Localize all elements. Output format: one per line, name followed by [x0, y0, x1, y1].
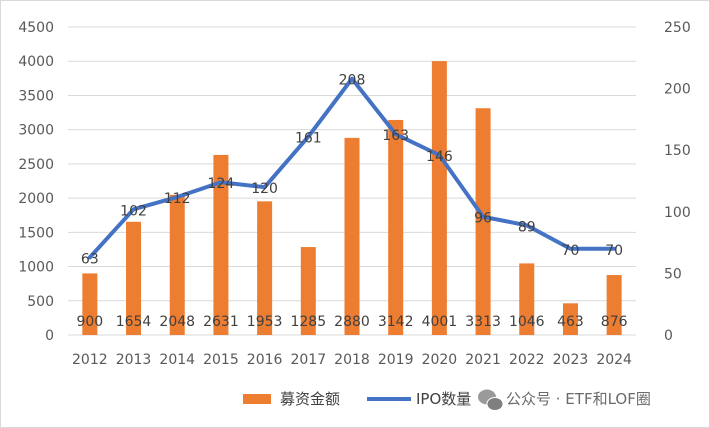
x-tick-label: 2012 — [72, 352, 108, 368]
line-point — [88, 255, 92, 259]
y-left-tick-label: 1500 — [18, 225, 54, 241]
x-tick-label: 2015 — [203, 352, 239, 368]
line-point — [219, 180, 223, 184]
y-left-tick-label: 4500 — [18, 20, 54, 36]
data-labels: 900 1654 2048 2631 1953 1285 2880 3142 4001 3313 1… — [76, 73, 627, 330]
line-point — [612, 247, 616, 251]
line-point — [437, 153, 441, 157]
bar — [300, 247, 316, 335]
bar — [606, 275, 622, 335]
line-point — [568, 247, 572, 251]
x-tick-label: 2014 — [159, 352, 195, 368]
line-point — [306, 135, 310, 139]
line-point — [481, 215, 485, 219]
line-value-label: 102 — [120, 203, 147, 219]
y-right-tick-label: 100 — [664, 205, 691, 221]
y-left-tick-label: 2000 — [18, 191, 54, 207]
line-value-label: 146 — [426, 149, 453, 165]
x-tick-label: 2024 — [596, 352, 632, 368]
y-left-tick-label: 2500 — [18, 157, 54, 173]
y-left-tick-label: 0 — [45, 328, 54, 344]
bar-value-label: 1953 — [247, 314, 283, 330]
line-value-label: 163 — [382, 128, 409, 144]
bar-series — [82, 61, 622, 335]
bar-value-label: 2048 — [159, 314, 195, 330]
line-value-label: 112 — [164, 191, 191, 207]
bar-value-label: 3142 — [378, 314, 414, 330]
y-right-tick-label: 200 — [664, 82, 691, 98]
y-left-tick-label: 1000 — [18, 260, 54, 276]
line-point — [263, 185, 267, 189]
line-series — [87, 76, 617, 260]
line-value-label: 161 — [295, 131, 322, 147]
y-left-tick-label: 500 — [27, 294, 54, 310]
bar — [82, 273, 98, 335]
x-tick-label: 2018 — [334, 352, 370, 368]
bar — [344, 137, 360, 335]
x-tick-label: 2021 — [465, 352, 501, 368]
bar — [431, 61, 447, 335]
bar-value-label: 4001 — [422, 314, 458, 330]
y-left-tick-label: 3500 — [18, 88, 54, 104]
y-left-tick-label: 3000 — [18, 123, 54, 139]
bar — [257, 201, 273, 335]
x-tick-label: 2020 — [422, 352, 458, 368]
line-value-label: 208 — [339, 73, 366, 89]
bar — [388, 119, 404, 335]
x-tick-label: 2023 — [553, 352, 589, 368]
wechat-icon — [478, 389, 504, 411]
y-right-tick-label: 0 — [664, 328, 673, 344]
bar-value-label: 2880 — [334, 314, 370, 330]
bar-value-label: 3313 — [465, 314, 501, 330]
line-value-label: 70 — [562, 243, 580, 259]
line-value-label: 63 — [81, 251, 99, 267]
x-tick-label: 2019 — [378, 352, 414, 368]
x-tick-label: 2016 — [247, 352, 283, 368]
y-left-tick-label: 4000 — [18, 54, 54, 70]
x-tick-label: 2017 — [290, 352, 326, 368]
line-point — [350, 77, 354, 81]
bar-value-label: 1285 — [290, 314, 326, 330]
legend-label-line: IPO数量 — [416, 390, 471, 408]
bar — [213, 154, 229, 335]
line-value-label: 124 — [208, 176, 235, 192]
bar-value-label: 900 — [76, 314, 103, 330]
y-right-tick-label: 50 — [664, 266, 682, 282]
x-tick-label: 2013 — [116, 352, 152, 368]
bar-value-label: 1046 — [509, 314, 545, 330]
bar — [169, 194, 185, 335]
line-point — [132, 207, 136, 211]
y-right-tick-label: 150 — [664, 143, 691, 159]
line-value-label: 70 — [605, 243, 623, 259]
watermark-text: 公众号 · ETF和LOF圈 — [506, 390, 651, 408]
line-point — [175, 195, 179, 199]
bar-value-label: 2631 — [203, 314, 239, 330]
line-point — [525, 223, 529, 227]
x-tick-label: 2022 — [509, 352, 545, 368]
gridlines — [68, 26, 636, 336]
bar-value-label: 1654 — [116, 314, 152, 330]
axes: 0 500 1000 1500 2000 2500 3000 3500 4000 4500 0 50 1… — [18, 20, 690, 368]
line-value-label: 89 — [518, 219, 536, 235]
wechat-icon-bubble — [486, 397, 504, 411]
bar — [126, 221, 142, 335]
bar-value-label: 463 — [557, 314, 584, 330]
legend-swatch-bar — [243, 394, 271, 404]
y-right-tick-label: 250 — [664, 20, 691, 36]
bar — [562, 303, 578, 335]
line-point — [394, 132, 398, 136]
line-value-label: 96 — [474, 211, 492, 227]
watermark: 公众号 · ETF和LOF圈 — [478, 389, 651, 411]
legend-label-bar: 募资金额 — [280, 390, 340, 408]
line-value-label: 120 — [251, 181, 278, 197]
bar-value-label: 876 — [601, 314, 628, 330]
bar — [519, 263, 535, 335]
bar — [475, 108, 491, 335]
legend: 募资金额 IPO数量 — [243, 390, 471, 408]
